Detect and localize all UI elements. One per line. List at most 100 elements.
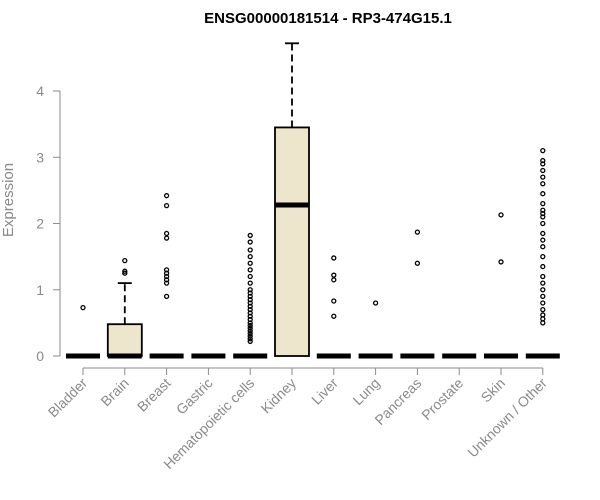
outlier-point bbox=[122, 257, 128, 264]
box-brain bbox=[106, 257, 143, 359]
x-tick-label: Liver bbox=[308, 375, 341, 408]
outlier-point bbox=[247, 290, 253, 296]
chart-title: ENSG00000181514 - RP3-474G15.1 bbox=[204, 10, 452, 27]
outlier-point bbox=[414, 229, 421, 235]
outlier-point bbox=[540, 263, 546, 270]
outlier-point bbox=[163, 273, 170, 280]
x-tick-label: Bladder bbox=[45, 375, 91, 421]
x-tick-label: Skin bbox=[478, 375, 509, 406]
outlier-point bbox=[247, 333, 253, 339]
outlier-point bbox=[498, 212, 504, 218]
outlier-point bbox=[247, 330, 253, 337]
outlier-point bbox=[247, 247, 253, 253]
outlier-point bbox=[247, 260, 253, 266]
outlier-point bbox=[247, 320, 253, 326]
outlier-point bbox=[540, 191, 546, 197]
outlier-point bbox=[540, 306, 546, 313]
outlier-point bbox=[247, 293, 253, 300]
outlier-point bbox=[414, 260, 421, 266]
outlier-point bbox=[163, 277, 170, 283]
outlier-point bbox=[540, 253, 546, 260]
outlier-point bbox=[247, 325, 253, 331]
outlier-point bbox=[540, 147, 546, 154]
outlier-point bbox=[163, 230, 170, 237]
outlier-point bbox=[540, 280, 546, 286]
outlier-point bbox=[540, 210, 546, 217]
outlier-point bbox=[540, 157, 546, 164]
outlier-point bbox=[540, 230, 546, 237]
outlier-point bbox=[540, 161, 546, 167]
outlier-point bbox=[540, 293, 546, 300]
x-tick-label: Breast bbox=[134, 375, 174, 415]
y-tick-label: 1 bbox=[36, 282, 44, 298]
outlier-point bbox=[247, 322, 253, 329]
box-hematopoietic-cells bbox=[233, 232, 268, 359]
outlier-point bbox=[331, 272, 337, 278]
box-bladder bbox=[66, 304, 100, 359]
outlier-point bbox=[247, 310, 253, 316]
outlier-point bbox=[247, 287, 253, 293]
outlier-point bbox=[163, 202, 170, 209]
outlier-point bbox=[247, 232, 253, 239]
box-iqr bbox=[274, 126, 310, 357]
outlier-point bbox=[163, 267, 170, 273]
outlier-point bbox=[372, 300, 379, 306]
y-axis-label: Expression bbox=[0, 163, 17, 237]
box-iqr bbox=[106, 323, 143, 357]
outlier-point bbox=[331, 277, 337, 283]
outlier-point bbox=[540, 287, 546, 293]
outlier-point bbox=[163, 280, 170, 286]
outlier-point bbox=[122, 268, 128, 274]
outlier-point bbox=[247, 273, 253, 280]
outlier-point bbox=[80, 304, 86, 311]
box-skin bbox=[484, 212, 518, 359]
outlier-point bbox=[331, 298, 337, 304]
boxes bbox=[66, 42, 560, 359]
outlier-point bbox=[247, 303, 253, 309]
box-kidney bbox=[274, 42, 310, 357]
outlier-point bbox=[122, 270, 128, 276]
x-tick-label: Kidney bbox=[258, 375, 300, 417]
outlier-point bbox=[498, 259, 504, 265]
outlier-point bbox=[247, 316, 253, 323]
x-tick-label: Unknown / Other bbox=[464, 375, 550, 461]
outlier-point bbox=[540, 200, 546, 207]
outlier-point bbox=[540, 174, 546, 180]
outlier-point bbox=[163, 270, 170, 276]
outlier-point bbox=[247, 313, 253, 319]
outlier-point bbox=[331, 313, 337, 319]
outlier-point bbox=[247, 280, 253, 286]
x-tick-label: Prostate bbox=[418, 375, 466, 423]
outlier-point bbox=[540, 273, 546, 280]
x-tick-label: Brain bbox=[97, 375, 131, 409]
outlier-point bbox=[540, 214, 546, 220]
outlier-point bbox=[247, 306, 253, 313]
outlier-point bbox=[163, 193, 170, 199]
outlier-point bbox=[331, 255, 337, 261]
outlier-point bbox=[540, 312, 546, 318]
y-tick-label: 0 bbox=[36, 348, 44, 364]
outlier-point bbox=[540, 220, 546, 227]
outlier-point bbox=[247, 297, 253, 303]
y-tick-label: 4 bbox=[36, 83, 44, 99]
box-breast bbox=[149, 193, 184, 359]
outlier-point bbox=[540, 207, 546, 213]
outlier-point bbox=[163, 235, 170, 241]
outlier-point bbox=[247, 253, 253, 260]
box-liver bbox=[316, 255, 351, 359]
outlier-point bbox=[540, 237, 546, 243]
box-lung bbox=[358, 300, 393, 359]
outlier-point bbox=[540, 167, 546, 174]
y-axis: 0 1 2 3 4 bbox=[36, 83, 61, 364]
outlier-point bbox=[540, 181, 546, 187]
box-unknown-other bbox=[525, 147, 560, 359]
box-pancreas bbox=[400, 229, 435, 359]
outlier-point bbox=[247, 267, 253, 273]
outlier-point bbox=[247, 328, 253, 334]
outlier-point bbox=[247, 338, 253, 345]
outlier-point bbox=[247, 300, 253, 306]
outlier-point bbox=[540, 244, 546, 250]
y-tick-label: 2 bbox=[36, 216, 44, 232]
